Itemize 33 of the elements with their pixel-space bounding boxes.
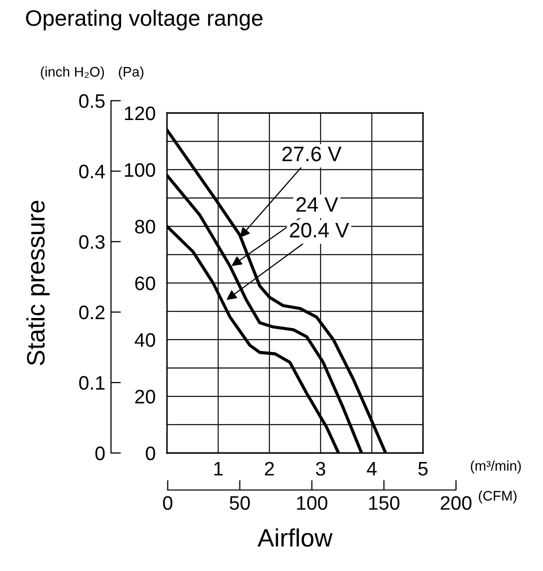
y2-tick-label: 0.4 [79,164,105,178]
text: (m³/min) [470,460,521,474]
chart-title: Operating voltage range [26,10,262,30]
x-tick-label: 2 [264,462,274,476]
x2-tick-label: 150 [369,496,400,510]
x-tick-label: 5 [418,462,428,476]
y2-axis-title: Static pressure [26,200,50,366]
y-tick-label: 80 [135,220,156,234]
annotation: 24 V [296,197,338,212]
y2-tick-label: 0.2 [79,306,104,320]
y2-tick-label: 0 [95,446,105,460]
x2-tick-label: 0 [163,496,172,510]
x-tick-label: 4 [366,462,377,476]
x2-tick-label: 50 [230,496,250,510]
text: (CFM) [478,490,516,504]
y-tick-label: 120 [124,106,156,120]
text: (inch H₂O) [40,66,104,80]
y-tick-label: 60 [135,276,156,290]
x-tick-label: 1 [214,462,223,476]
y2-tick-label: 0.1 [79,376,104,390]
y-tick-label: 40 [134,333,156,347]
y2-tick-label: 0.3 [79,235,105,249]
annotation: 20.4 V [290,222,350,238]
y-tick-label: 20 [135,390,156,404]
y2-tick-label: 0.5 [79,94,105,108]
text: (Pa) [118,66,144,80]
y-tick-label: 100 [124,163,156,177]
x-axis-title: Airflow [258,528,333,547]
annotation: 27.6 V [282,146,342,162]
x2-tick-label: 200 [440,496,472,510]
x-tick-label: 3 [316,462,326,476]
y-tick-label: 0 [146,446,156,460]
x2-tick-label: 100 [297,496,328,510]
